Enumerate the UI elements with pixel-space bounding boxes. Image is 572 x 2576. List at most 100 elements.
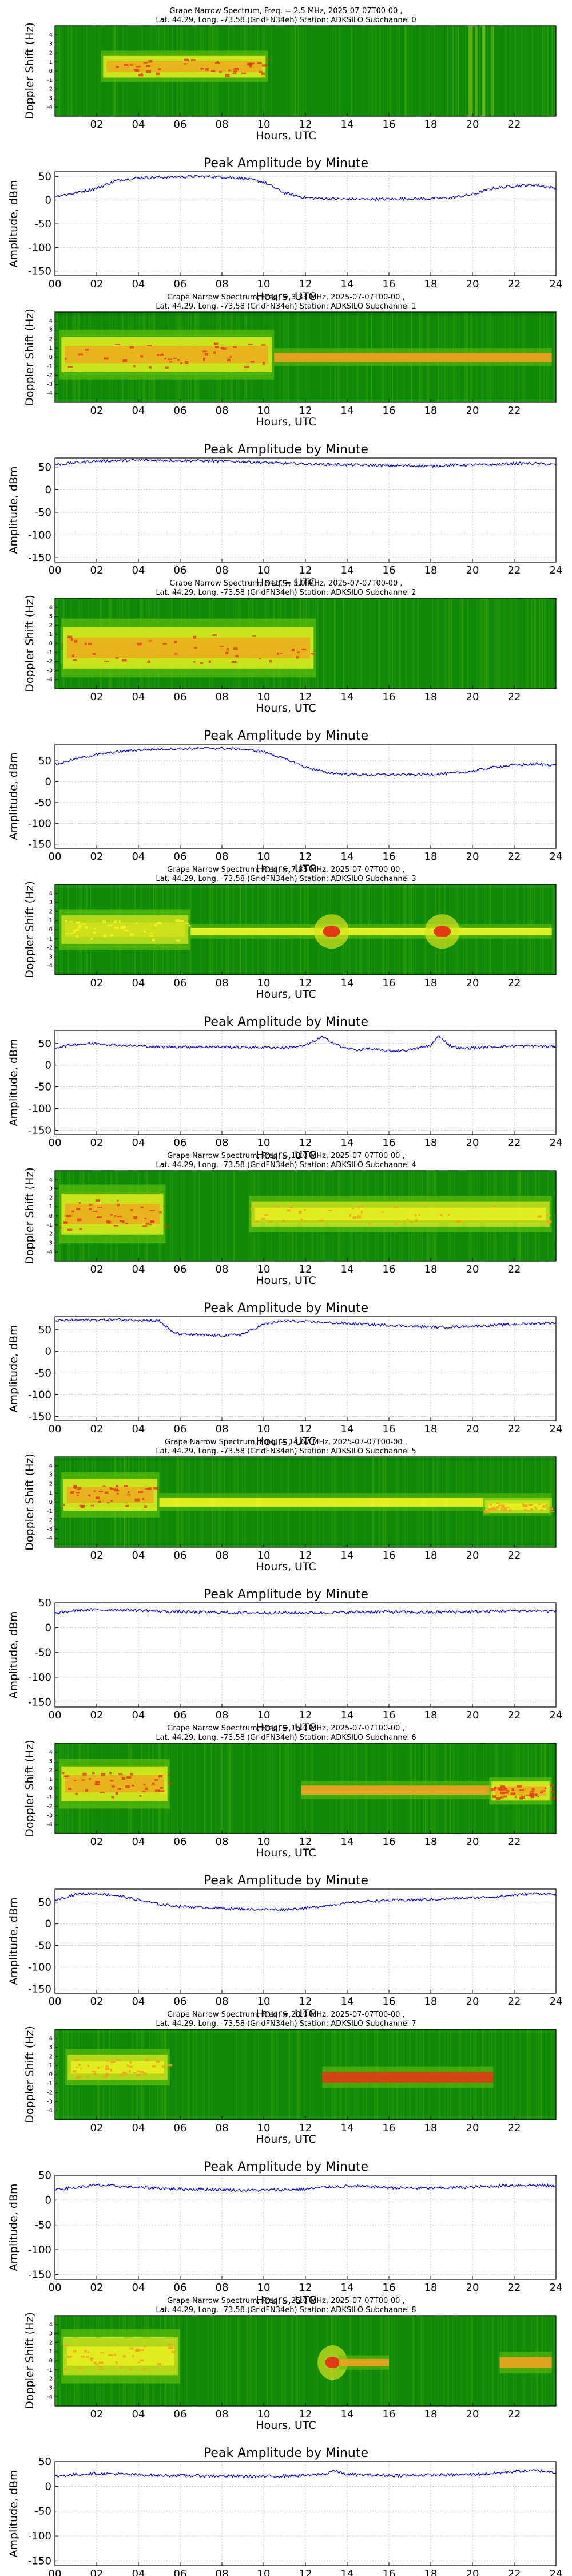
x-tick-label: 14 (341, 405, 354, 417)
x-tick-label: 18 (424, 1996, 438, 2008)
x-tick-label: 04 (132, 1423, 145, 1435)
band-hotspot (164, 1225, 169, 1227)
spectrogram-texture (194, 1171, 196, 1261)
spectrogram-texture (177, 1743, 178, 1834)
band-hotspot (110, 2061, 116, 2064)
spectrogram-texture (417, 598, 419, 689)
band-hotspot (185, 922, 189, 924)
x-tick-label: 20 (466, 1996, 479, 2008)
spectrogram-texture (90, 26, 91, 116)
x-tick-label: 18 (424, 118, 438, 131)
band-hotspot (129, 64, 133, 66)
spectrogram-texture (186, 2316, 188, 2406)
band-hotspot (102, 1485, 106, 1487)
x-tick-label: 08 (216, 564, 229, 576)
spectrogram-texture (537, 2029, 539, 2120)
spectrogram-feature-stripes (468, 26, 494, 116)
x-tick-label: 06 (174, 1836, 187, 1848)
x-tick-label: 12 (299, 977, 312, 989)
y-tick-label: 3 (49, 41, 53, 48)
x-tick-label: 02 (90, 405, 104, 417)
spectrogram-subtitle: Lat. 44.29, Long. -73.58 (GridFN34eh) St… (156, 588, 416, 597)
y-axis-label: Amplitude, dBm (7, 1897, 20, 1985)
band-hotspot (134, 69, 140, 72)
spectrogram-texture (222, 2316, 223, 2406)
y-tick-label: 2 (49, 908, 53, 915)
band-hotspot (514, 1796, 517, 1798)
spectrogram-texture (175, 2029, 177, 2120)
band-hotspot (226, 648, 229, 651)
spectrogram-texture (216, 2316, 217, 2406)
amplitude-series-line (55, 2468, 557, 2479)
spectrogram-texture (542, 2029, 543, 2120)
spectrogram-texture (551, 884, 554, 975)
band-hotspot (161, 2065, 166, 2068)
x-tick-label: 14 (341, 1137, 354, 1149)
spectrogram-texture (526, 598, 527, 689)
band-hotspot (117, 1199, 119, 1202)
spectrogram-feature-line (499, 2352, 552, 2374)
band-hotspot (111, 1785, 115, 1788)
spectrogram-texture (487, 26, 488, 116)
spectrogram-texture (227, 2316, 228, 2406)
band-hotspot (414, 1214, 417, 1216)
band-hotspot (85, 1789, 88, 1792)
band-hotspot (106, 1502, 110, 1504)
band-hotspot (489, 1503, 492, 1506)
line-core (499, 2357, 552, 2368)
spectrogram-texture (484, 598, 486, 689)
band-hotspot (251, 1208, 254, 1211)
band-hotspot (184, 63, 186, 65)
band-hotspot (381, 1211, 384, 1213)
spectrogram-texture (546, 26, 549, 116)
spectrogram-texture (67, 26, 69, 116)
spectrogram-texture (394, 598, 396, 689)
spectrogram-subtitle: Lat. 44.29, Long. -73.58 (GridFN34eh) St… (156, 2306, 416, 2314)
band-hotspot (149, 1224, 152, 1226)
band-hotspot (108, 2354, 113, 2356)
y-tick-label: 0 (45, 2480, 51, 2492)
spectrogram-texture (266, 2316, 268, 2406)
band-hotspot (266, 59, 271, 61)
spectrogram-feature-line (190, 924, 552, 939)
spectrogram-texture (289, 2029, 291, 2120)
y-tick-label: 0 (45, 484, 51, 496)
band-hotspot (213, 342, 219, 345)
x-tick-label: 14 (341, 118, 354, 131)
spectrogram-texture (447, 2316, 449, 2406)
spectrogram-texture (480, 598, 482, 689)
y-tick-label: -1 (47, 1222, 53, 1228)
band-hotspot (78, 1202, 81, 1204)
y-axis-label: Doppler Shift (Hz) (23, 2312, 36, 2409)
spectrogram-texture (230, 2316, 232, 2406)
x-tick-label: 12 (299, 564, 312, 576)
band-hotspot (104, 2075, 108, 2079)
band-hotspot (84, 642, 87, 645)
y-tick-label: -150 (28, 839, 51, 851)
band-hotspot (95, 1783, 100, 1785)
x-tick-label: 22 (508, 851, 521, 863)
y-tick-label: -100 (28, 1672, 51, 1684)
band-hotspot (61, 1772, 65, 1775)
y-tick-label: -50 (35, 507, 51, 519)
band-hotspot (104, 357, 109, 360)
spectrogram-texture (518, 26, 520, 116)
y-tick-label: -150 (28, 266, 51, 278)
spectrogram-texture (542, 26, 544, 116)
x-tick-label: 06 (174, 564, 187, 576)
spot-core (325, 2357, 340, 2369)
y-tick-label: 0 (49, 641, 53, 647)
x-tick-label: 04 (132, 1709, 145, 1721)
y-tick-label: -4 (47, 2394, 53, 2400)
spectrogram-texture (390, 26, 392, 116)
x-tick-label: 22 (508, 1263, 521, 1275)
y-tick-label: -2 (47, 2090, 53, 2096)
x-tick-label: 10 (257, 2408, 271, 2420)
band-hotspot (523, 1509, 527, 1511)
band-hotspot (123, 925, 126, 929)
spectrogram-texture (323, 598, 324, 689)
y-tick-label: 0 (45, 2194, 51, 2206)
spectrogram-texture (188, 2029, 189, 2120)
x-tick-label: 22 (508, 2568, 521, 2576)
band-hotspot (117, 1788, 122, 1790)
